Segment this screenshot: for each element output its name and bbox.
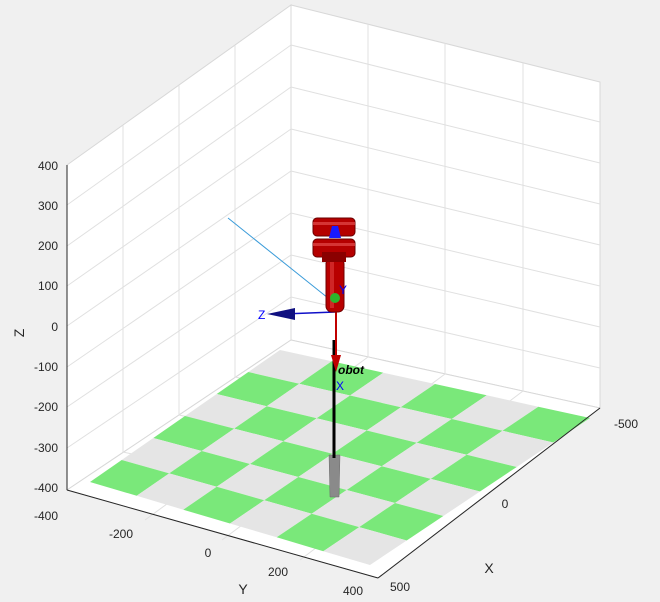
z-tick: 0 xyxy=(51,320,58,334)
z-tick: 200 xyxy=(38,239,58,253)
frame-y-label: Y xyxy=(339,283,347,297)
forearm-highlight xyxy=(330,262,334,308)
floor-tile xyxy=(266,383,350,419)
floor-tile xyxy=(359,503,444,541)
floor-tile xyxy=(466,430,554,467)
frame-x-label: X xyxy=(336,379,344,393)
y-tick: 0 xyxy=(205,546,212,560)
floor-tile xyxy=(299,361,384,396)
floor-tile xyxy=(230,500,312,538)
robot-shoulder xyxy=(322,252,346,262)
z-tick: -100 xyxy=(34,360,58,374)
robot-joint-blue xyxy=(329,226,341,238)
robot-model[interactable]: Z X obot Y xyxy=(227,217,365,498)
floor-tile xyxy=(332,430,417,467)
floor-tile xyxy=(121,438,202,474)
frame-z-arrowhead xyxy=(267,308,295,320)
floor-tile xyxy=(264,477,347,514)
z-tick: 100 xyxy=(38,279,58,293)
z-tick: 400 xyxy=(38,159,58,173)
z-tick: -300 xyxy=(34,441,58,455)
floor-tile xyxy=(136,473,217,510)
floor-tile xyxy=(311,490,395,528)
x-tick: 0 xyxy=(502,497,509,511)
floor-tile xyxy=(346,466,431,503)
floor-tile xyxy=(395,478,480,516)
frame-z-label: Z xyxy=(258,308,265,322)
floor-tile xyxy=(416,419,503,455)
robot-base xyxy=(328,454,341,498)
projection-line xyxy=(227,217,334,303)
y-axis-ticks: -400 -200 0 200 400 xyxy=(34,509,363,598)
floor-tile xyxy=(316,395,401,431)
floor-tile xyxy=(350,372,435,408)
x-axis-ticks: -500 0 500 xyxy=(390,417,638,594)
floor-tile xyxy=(185,394,267,429)
y-tick: -400 xyxy=(34,509,58,523)
floor-tile xyxy=(323,527,407,565)
floor-tile xyxy=(283,418,367,454)
y-tick: 200 xyxy=(268,565,288,579)
z-axis-ticks: 400 300 200 100 0 -100 -200 -300 -400 xyxy=(34,159,58,495)
z-tick: -400 xyxy=(34,481,58,495)
y-axis-label: Y xyxy=(238,581,248,597)
y-tick: 400 xyxy=(343,584,363,598)
floor-tile xyxy=(201,428,284,464)
robot-name-label: obot xyxy=(338,363,365,377)
floor-tile xyxy=(248,350,332,384)
floor-tile xyxy=(183,486,265,524)
z-tick: 300 xyxy=(38,199,58,213)
floor-tile xyxy=(381,442,467,479)
x-tick: -500 xyxy=(614,417,638,431)
floor-tile xyxy=(234,406,317,442)
z-tick: -200 xyxy=(34,400,58,414)
floor-tile xyxy=(169,451,250,487)
floor-tile xyxy=(451,395,539,431)
floor-tile xyxy=(153,416,235,451)
floor-tile xyxy=(90,460,170,496)
floor-tile xyxy=(216,464,299,501)
floor-tile xyxy=(216,372,300,407)
y-tick: -200 xyxy=(109,527,133,541)
floor-tile xyxy=(430,454,517,492)
z-axis-label: Z xyxy=(11,328,27,337)
robot-joint-green xyxy=(330,293,340,303)
cylinder-highlight xyxy=(313,222,355,225)
floor-tile xyxy=(366,407,452,443)
floor-tile xyxy=(400,384,487,419)
x-tick: 500 xyxy=(390,580,410,594)
floor-tile xyxy=(298,453,382,490)
floor-tile xyxy=(502,406,590,443)
cylinder-highlight xyxy=(313,243,355,246)
axis-ticks xyxy=(66,165,601,579)
floor-tile xyxy=(276,513,360,552)
checkerboard-floor xyxy=(90,350,590,565)
frame-x-arrowhead xyxy=(331,355,341,372)
floor-tile xyxy=(250,441,333,477)
x-axis-label: X xyxy=(484,560,494,576)
